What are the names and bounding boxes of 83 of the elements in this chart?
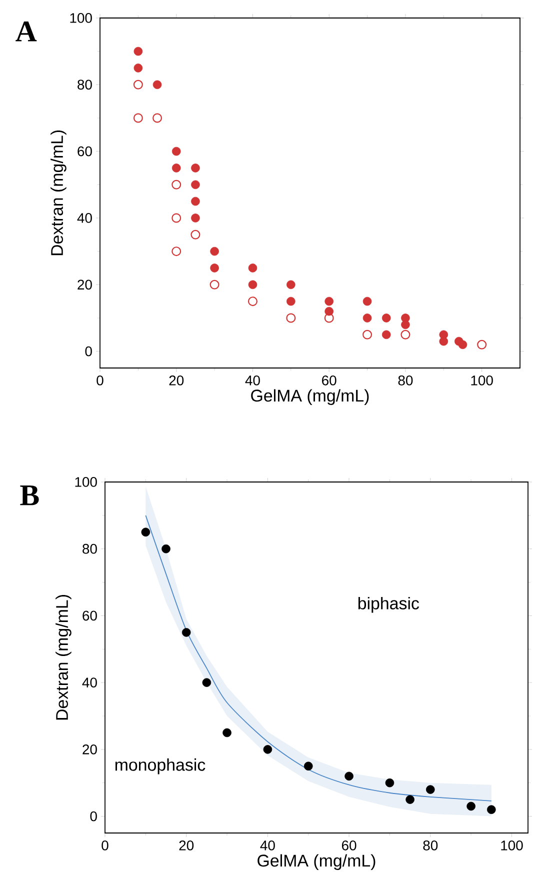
point: [385, 778, 394, 788]
point: [141, 528, 150, 537]
y-tick-label: 40: [82, 678, 97, 688]
point: [248, 264, 258, 272]
y-tick-label: 0: [90, 811, 97, 822]
point: [133, 113, 143, 123]
point: [210, 246, 219, 256]
annotation: monophasic: [115, 758, 206, 774]
y-tick-label: 80: [82, 544, 97, 554]
point: [406, 795, 414, 804]
point: [286, 296, 296, 306]
y-axis-title: Dextran (mg/mL): [56, 595, 72, 720]
point: [172, 164, 181, 172]
point: [362, 296, 372, 306]
y-axis-title: Dextran (mg/mL): [50, 130, 66, 256]
y-tick-label: 100: [75, 477, 97, 487]
x-tick-label: 80: [398, 376, 413, 386]
x-tick-label: 60: [322, 376, 336, 386]
point: [248, 296, 258, 306]
point: [172, 180, 182, 190]
x-tick-label: 0: [102, 840, 108, 850]
point: [263, 745, 272, 754]
x-axis-title: GelMA (mg/mL): [258, 854, 376, 870]
point: [362, 314, 372, 322]
point: [191, 164, 200, 172]
point: [134, 46, 143, 56]
y-tick-label: 100: [70, 13, 92, 23]
point: [222, 728, 232, 738]
text: B: [20, 486, 39, 506]
x-axis-title: GelMA (mg/mL): [251, 389, 369, 406]
x-tick-label: 0: [96, 376, 104, 386]
point: [134, 64, 143, 72]
point: [458, 340, 468, 350]
x-tick-label: 20: [179, 840, 194, 850]
point: [133, 80, 143, 90]
point: [400, 330, 410, 340]
point: [324, 306, 334, 316]
x-tick-label: 80: [423, 840, 438, 850]
point: [210, 264, 219, 272]
y-tick-label: 60: [78, 146, 92, 156]
point: [401, 320, 410, 330]
point: [191, 214, 200, 222]
point: [152, 113, 162, 123]
point: [486, 805, 496, 814]
point: [191, 196, 200, 206]
point: [286, 313, 296, 323]
point: [202, 678, 212, 687]
text: A: [16, 22, 37, 42]
point: [172, 213, 182, 223]
point: [162, 544, 170, 554]
x-tick-label: 100: [501, 840, 523, 850]
y-tick-label: 20: [78, 280, 92, 290]
point: [172, 146, 181, 156]
point: [477, 340, 487, 350]
point: [426, 785, 435, 794]
x-tick-label: 40: [260, 840, 275, 850]
y-tick-label: 40: [77, 213, 92, 223]
point: [324, 296, 334, 306]
point: [439, 336, 448, 346]
x-tick-label: 40: [245, 376, 260, 386]
point: [248, 280, 258, 290]
point: [304, 762, 313, 771]
y-tick-label: 80: [78, 80, 92, 90]
point: [152, 80, 162, 90]
point: [210, 280, 220, 290]
point: [182, 628, 191, 637]
point: [172, 246, 182, 256]
point: [191, 180, 200, 190]
point: [382, 330, 391, 340]
point: [286, 280, 296, 290]
point: [344, 772, 354, 781]
y-tick-label: 60: [82, 610, 97, 621]
annotation: biphasic: [358, 596, 420, 613]
x-tick-label: 100: [471, 376, 493, 386]
x-tick-label: 20: [169, 376, 184, 386]
x-tick-label: 60: [342, 840, 356, 850]
point: [362, 330, 372, 340]
point: [190, 230, 200, 240]
point: [324, 313, 334, 323]
point: [466, 802, 476, 811]
y-tick-label: 20: [82, 744, 97, 754]
y-tick-label: 0: [85, 346, 92, 356]
point: [382, 314, 391, 322]
